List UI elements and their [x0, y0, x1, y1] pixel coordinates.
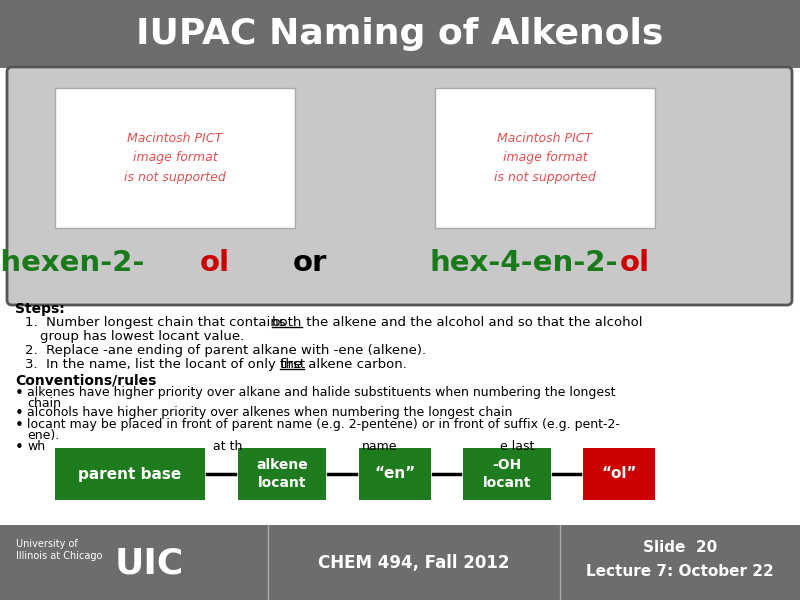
- Text: Slide  20: Slide 20: [643, 539, 717, 554]
- Text: ene).: ene).: [27, 429, 59, 442]
- Text: parent base: parent base: [78, 467, 182, 481]
- FancyBboxPatch shape: [238, 448, 326, 500]
- Text: wh: wh: [27, 440, 45, 453]
- FancyBboxPatch shape: [583, 448, 655, 500]
- Text: Macintosh PICT
image format
is not supported: Macintosh PICT image format is not suppo…: [124, 133, 226, 184]
- Text: CHEM 494, Fall 2012: CHEM 494, Fall 2012: [318, 554, 510, 572]
- Text: Macintosh PICT
image format
is not supported: Macintosh PICT image format is not suppo…: [494, 133, 596, 184]
- Text: •: •: [15, 386, 24, 401]
- FancyBboxPatch shape: [55, 448, 205, 500]
- Text: name: name: [362, 440, 398, 453]
- Text: Lecture 7: October 22: Lecture 7: October 22: [586, 563, 774, 578]
- Text: group has lowest locant value.: group has lowest locant value.: [40, 330, 244, 343]
- FancyBboxPatch shape: [0, 525, 800, 600]
- Text: 2.  Replace -ane ending of parent alkane with -ene (alkene).: 2. Replace -ane ending of parent alkane …: [25, 344, 426, 357]
- Text: locant may be placed in front of parent name (e.g. 2-pentene) or in front of suf: locant may be placed in front of parent …: [27, 418, 620, 431]
- Text: chain: chain: [27, 397, 61, 410]
- FancyBboxPatch shape: [435, 88, 655, 228]
- Text: 1.  Number longest chain that contains: 1. Number longest chain that contains: [25, 316, 290, 329]
- Text: University of: University of: [16, 539, 78, 549]
- Text: first: first: [280, 358, 306, 371]
- FancyBboxPatch shape: [463, 448, 551, 500]
- Text: 4-hexen-2-: 4-hexen-2-: [0, 249, 145, 277]
- FancyBboxPatch shape: [7, 67, 792, 305]
- Text: 3.  In the name, list the locant of only the: 3. In the name, list the locant of only …: [25, 358, 306, 371]
- Text: e last: e last: [500, 440, 534, 453]
- Text: “en”: “en”: [374, 467, 416, 481]
- Text: both: both: [272, 316, 302, 329]
- Text: Illinois at Chicago: Illinois at Chicago: [16, 551, 102, 561]
- FancyBboxPatch shape: [0, 0, 800, 68]
- Text: ol: ol: [620, 249, 650, 277]
- Text: alkene carbon.: alkene carbon.: [304, 358, 407, 371]
- FancyBboxPatch shape: [55, 88, 295, 228]
- Text: alkenes have higher priority over alkane and halide substituents when numbering : alkenes have higher priority over alkane…: [27, 386, 615, 399]
- Text: alcohols have higher priority over alkenes when numbering the longest chain: alcohols have higher priority over alken…: [27, 406, 512, 419]
- Text: alkene
locant: alkene locant: [256, 458, 308, 490]
- Text: or: or: [293, 249, 327, 277]
- Text: the alkene and the alcohol and so that the alcohol: the alkene and the alcohol and so that t…: [302, 316, 642, 329]
- Text: •: •: [15, 406, 24, 421]
- Text: Conventions/rules: Conventions/rules: [15, 373, 156, 387]
- Text: -OH
locant: -OH locant: [482, 458, 531, 490]
- Text: hex-4-en-2-: hex-4-en-2-: [430, 249, 618, 277]
- Text: IUPAC Naming of Alkenols: IUPAC Naming of Alkenols: [136, 17, 664, 51]
- Text: •: •: [15, 418, 24, 433]
- Text: Steps:: Steps:: [15, 302, 65, 316]
- Text: “ol”: “ol”: [602, 467, 637, 481]
- Text: at th: at th: [213, 440, 242, 453]
- Text: ol: ol: [200, 249, 230, 277]
- Text: •: •: [15, 440, 24, 455]
- Text: UIC: UIC: [115, 546, 184, 580]
- FancyBboxPatch shape: [359, 448, 431, 500]
